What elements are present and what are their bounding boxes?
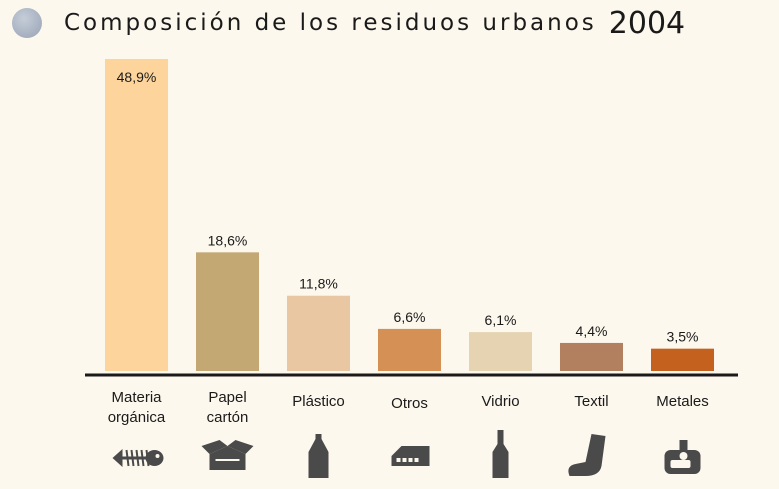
- title-year: 2004: [608, 5, 686, 41]
- bar-1: [105, 59, 168, 371]
- title-bullet-icon: [12, 8, 42, 38]
- bar-7: [651, 348, 714, 371]
- category-label-3-line-1: Plástico: [292, 393, 345, 410]
- category-label-4-line-1: Otros: [391, 395, 428, 412]
- bar-3: [287, 295, 350, 371]
- bar-6: [560, 342, 623, 371]
- value-label-3: 11,8%: [299, 276, 338, 292]
- glass-bottle-icon: [492, 430, 509, 478]
- cardboard-box-icon: [201, 440, 254, 470]
- bar-2: [196, 252, 259, 371]
- category-label-2-line-1: Papel: [208, 389, 246, 406]
- value-label-2: 18,6%: [208, 232, 248, 248]
- category-label-6-line-1: Textil: [574, 393, 608, 410]
- value-label-1: 48,9%: [117, 69, 157, 85]
- category-label-7-line-1: Metales: [656, 393, 709, 410]
- title-text: Composición de los residuos urbanos: [64, 10, 597, 36]
- sock-icon: [568, 434, 606, 476]
- bar-4: [378, 328, 441, 371]
- chart-title: Composición de los residuos urbanos 2004: [12, 5, 686, 41]
- misc-object-icon: [391, 446, 430, 466]
- category-label-5-line-1: Vidrio: [481, 393, 519, 410]
- value-label-4: 6,6%: [394, 309, 426, 325]
- metal-can-icon: [664, 440, 701, 474]
- category-label-2-line-2: cartón: [207, 409, 249, 426]
- fish-bone-icon: [112, 449, 164, 467]
- value-label-6: 4,4%: [576, 323, 608, 339]
- category-label-1-line-1: Materia: [111, 389, 162, 406]
- plastic-bottle-icon: [308, 434, 329, 478]
- value-label-7: 3,5%: [667, 329, 699, 345]
- bar-5: [469, 332, 532, 371]
- value-label-5: 6,1%: [485, 312, 517, 328]
- category-label-1-line-2: orgánica: [108, 409, 166, 426]
